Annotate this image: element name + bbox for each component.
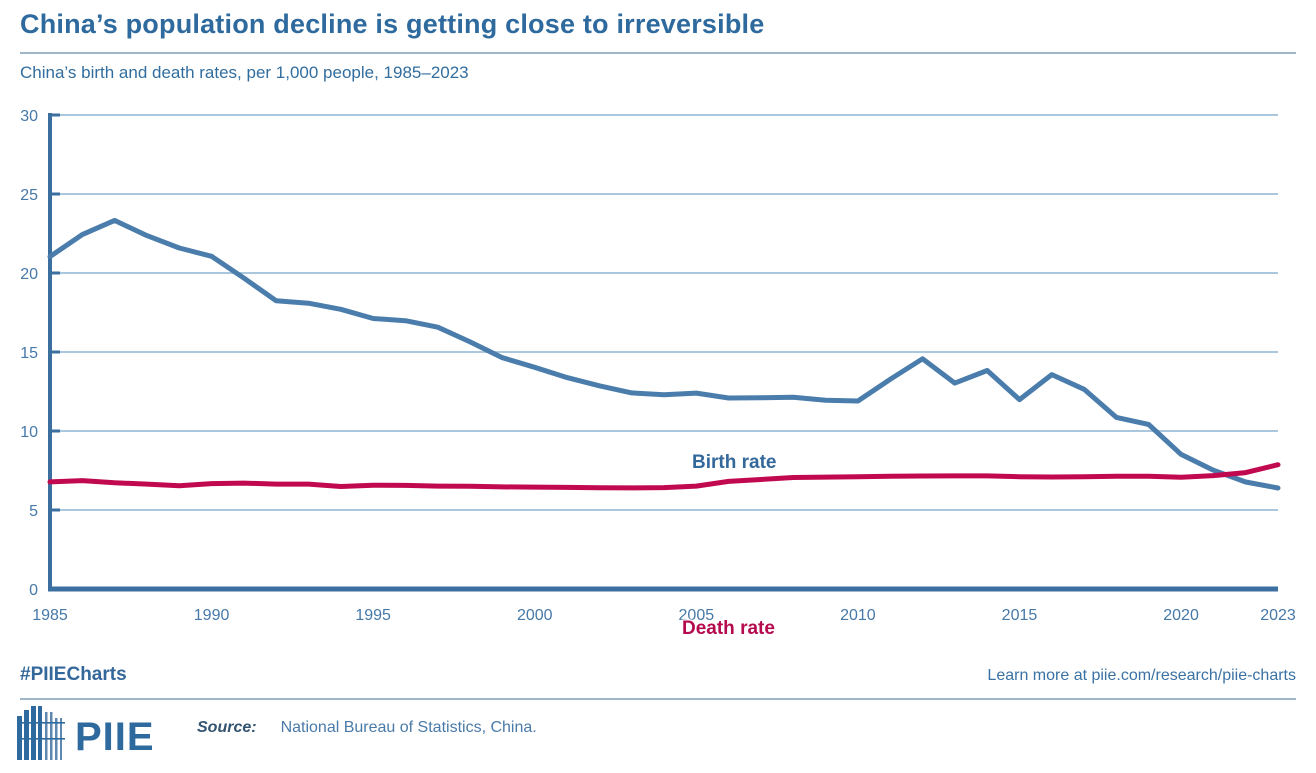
title-divider <box>20 52 1296 54</box>
y-tick-label: 15 <box>20 345 38 362</box>
chart-subtitle: China’s birth and death rates, per 1,000… <box>20 63 469 82</box>
learn-more-link[interactable]: Learn more at piie.com/research/piie-cha… <box>987 667 1296 684</box>
piie-building-icon <box>17 706 65 760</box>
birth-death-rate-chart: 0 5 10 15 20 25 30 1985 1990 1995 2000 2005 2010 2015… <box>20 108 1296 624</box>
death-rate-label: Death rate <box>682 618 775 639</box>
source-line: Source: National Bureau of Statistics, Ch… <box>197 719 537 737</box>
source-label: Source: <box>197 719 257 736</box>
death-rate-line <box>47 462 1281 491</box>
x-tick-label: 1995 <box>355 607 391 624</box>
y-tick-label: 30 <box>20 108 38 125</box>
source-text: National Bureau of Statistics, China. <box>280 719 537 736</box>
piie-logo-text: PIIE <box>75 715 155 759</box>
birth-rate-label: Birth rate <box>692 452 777 473</box>
x-tick-label: 2005 <box>679 607 715 624</box>
x-tick-label: 2020 <box>1163 607 1199 624</box>
y-tick-label: 20 <box>20 266 38 283</box>
x-tick-label: 1990 <box>194 607 230 624</box>
page-title: China’s population decline is getting cl… <box>20 9 765 39</box>
piie-logo: PIIE <box>17 706 155 762</box>
footer-divider <box>20 698 1296 700</box>
piie-charts-hashtag[interactable]: #PIIECharts <box>20 664 127 685</box>
y-tick-label: 25 <box>20 187 38 204</box>
x-tick-label: 2010 <box>840 607 876 624</box>
birth-rate-line <box>47 217 1281 491</box>
x-tick-label: 2000 <box>517 607 553 624</box>
y-tick-label: 0 <box>29 582 38 599</box>
y-tick-label: 5 <box>29 503 38 520</box>
y-tick-label: 10 <box>20 424 38 441</box>
line-chart: 0 5 10 15 20 25 30 1985 1990 1995 2000 2005 2010 2015… <box>10 100 1306 639</box>
x-tick-label: 2023 <box>1260 607 1296 624</box>
x-tick-label: 2015 <box>1002 607 1038 624</box>
x-tick-label: 1985 <box>32 607 68 624</box>
